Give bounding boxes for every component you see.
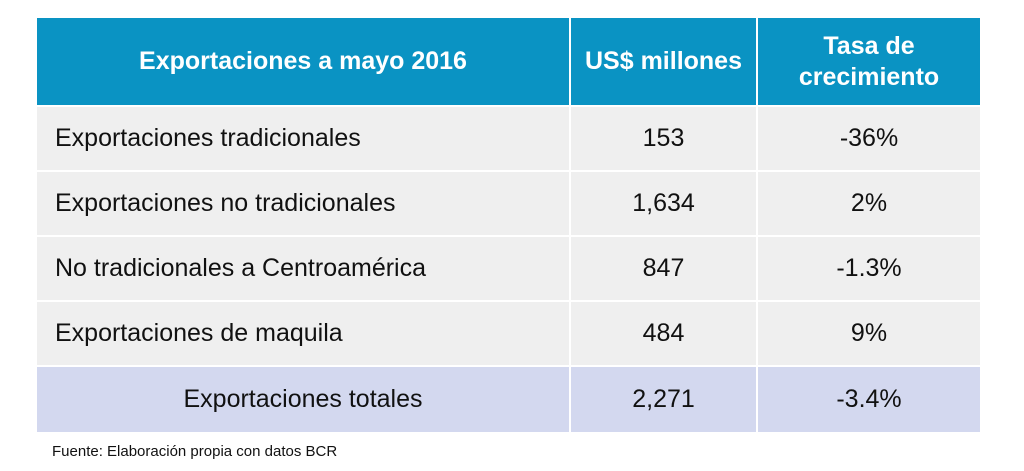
table-cell: -36%	[757, 105, 980, 171]
table-cell: 153	[570, 105, 758, 171]
table-cell: 9%	[757, 300, 980, 366]
total-row: Exportaciones totales 2,271 -3.4%	[37, 365, 980, 432]
table-cell: -3.4%	[757, 365, 980, 432]
table-cell: Exportaciones de maquila	[37, 300, 571, 366]
data-row: Exportaciones no tradicionales 1,634 2%	[37, 170, 980, 236]
data-row: Exportaciones tradicionales 153 -36%	[37, 105, 980, 171]
table-cell: 2,271	[570, 365, 758, 432]
header-row: Exportaciones a mayo 2016 US$ millones T…	[37, 18, 980, 106]
data-row: No tradicionales a Centroamérica 847 -1.3%	[37, 235, 980, 301]
header-cell: Exportaciones a mayo 2016	[37, 18, 571, 106]
table-cell: 1,634	[570, 170, 758, 236]
table-cell: No tradicionales a Centroamérica	[37, 235, 571, 301]
header-cell: US$ millones	[570, 18, 758, 106]
header-cell: Tasa de crecimiento	[757, 18, 980, 106]
table-body: Exportaciones tradicionales 153 -36% Export…	[37, 105, 980, 432]
table-cell: Exportaciones no tradicionales	[37, 170, 571, 236]
data-row: Exportaciones de maquila 484 9%	[37, 300, 980, 366]
table-cell: 847	[570, 235, 758, 301]
table-cell: 484	[570, 300, 758, 366]
table-cell: Exportaciones tradicionales	[37, 105, 571, 171]
source-note: Fuente: Elaboración propia con datos BCR	[52, 443, 338, 460]
exports-table: Exportaciones a mayo 2016 US$ millones T…	[37, 18, 980, 432]
table-cell: Exportaciones totales	[37, 365, 571, 432]
table-cell: -1.3%	[757, 235, 980, 301]
table-cell: 2%	[757, 170, 980, 236]
